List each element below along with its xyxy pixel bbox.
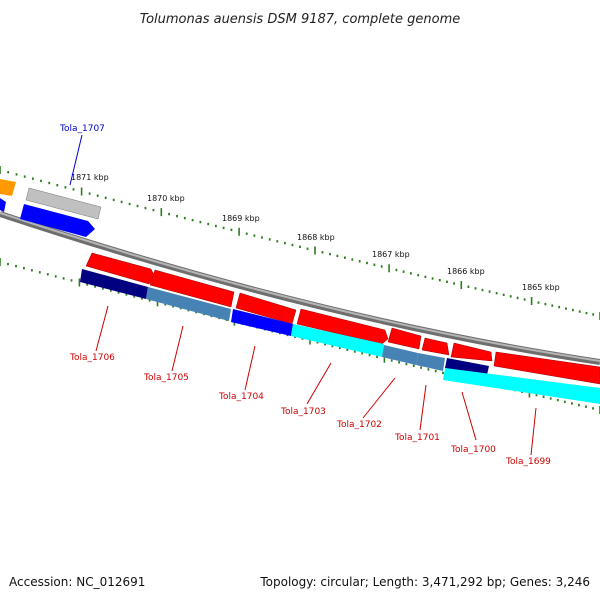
gene-label-tola-1705[interactable]: Tola_1705 xyxy=(143,373,189,383)
gene-tola-1704-blue[interactable] xyxy=(231,309,293,336)
scale-label: 1865 kbp xyxy=(522,283,560,292)
gene-label-tola-1704[interactable]: Tola_1704 xyxy=(218,392,264,402)
gene-label-tola-1707[interactable]: Tola_1707 xyxy=(59,124,105,134)
scale-label: 1868 kbp xyxy=(297,233,335,242)
gene-tola-1705-steel[interactable] xyxy=(146,287,231,321)
gene-label-tola-1702[interactable]: Tola_1702 xyxy=(336,420,382,430)
scale-label: 1866 kbp xyxy=(447,267,485,276)
gene-tola-1702-steel[interactable] xyxy=(382,345,418,365)
scale-label: 1871 kbp xyxy=(71,173,109,182)
gene-orange-partial[interactable] xyxy=(0,179,16,196)
gene-tola-1699-red[interactable] xyxy=(493,351,600,385)
genome-summary-text: Topology: circular; Length: 3,471,292 bp… xyxy=(259,575,590,589)
gene-features xyxy=(0,179,600,404)
scale-label: 1870 kbp xyxy=(147,194,185,203)
accession-text: Accession: NC_012691 xyxy=(9,575,145,589)
scale-label: 1867 kbp xyxy=(372,250,410,259)
gene-label-leaders xyxy=(69,134,537,456)
gene-tola-1701-red[interactable] xyxy=(421,337,450,356)
gene-labels: Tola_1707 Tola_1706 Tola_1705 Tola_1704 … xyxy=(59,124,551,467)
gene-tola-1703-cyan[interactable] xyxy=(291,324,384,357)
scale-labels: 1871 kbp 1870 kbp 1869 kbp 1868 kbp 1867… xyxy=(71,173,560,292)
gene-tola-1699-cyan[interactable] xyxy=(443,368,600,404)
gene-tola-1707-blue[interactable] xyxy=(20,204,95,237)
gene-tola-1705-red[interactable] xyxy=(149,269,235,308)
gene-label-tola-1703[interactable]: Tola_1703 xyxy=(280,407,326,417)
gene-blue-partial[interactable] xyxy=(0,198,6,212)
gene-tola-1706-navy[interactable] xyxy=(80,269,148,299)
gene-tola-1707-grey[interactable] xyxy=(25,187,102,220)
gene-tola-1701-steel[interactable] xyxy=(416,353,445,371)
gene-label-tola-1701[interactable]: Tola_1701 xyxy=(394,433,440,443)
gene-tola-1700-red[interactable] xyxy=(450,342,493,362)
gene-label-tola-1700[interactable]: Tola_1700 xyxy=(450,445,496,455)
upper-scale-ticks xyxy=(0,166,600,320)
gene-tola-1700-navy[interactable] xyxy=(445,358,489,375)
genome-title: Tolumonas auensis DSM 9187, complete gen… xyxy=(140,12,461,27)
gene-tola-1702-red[interactable] xyxy=(387,327,422,350)
gene-tola-1703-red[interactable] xyxy=(296,308,389,345)
gene-label-tola-1699[interactable]: Tola_1699 xyxy=(505,457,551,467)
scale-label: 1869 kbp xyxy=(222,214,260,223)
gene-label-tola-1706[interactable]: Tola_1706 xyxy=(69,353,115,363)
